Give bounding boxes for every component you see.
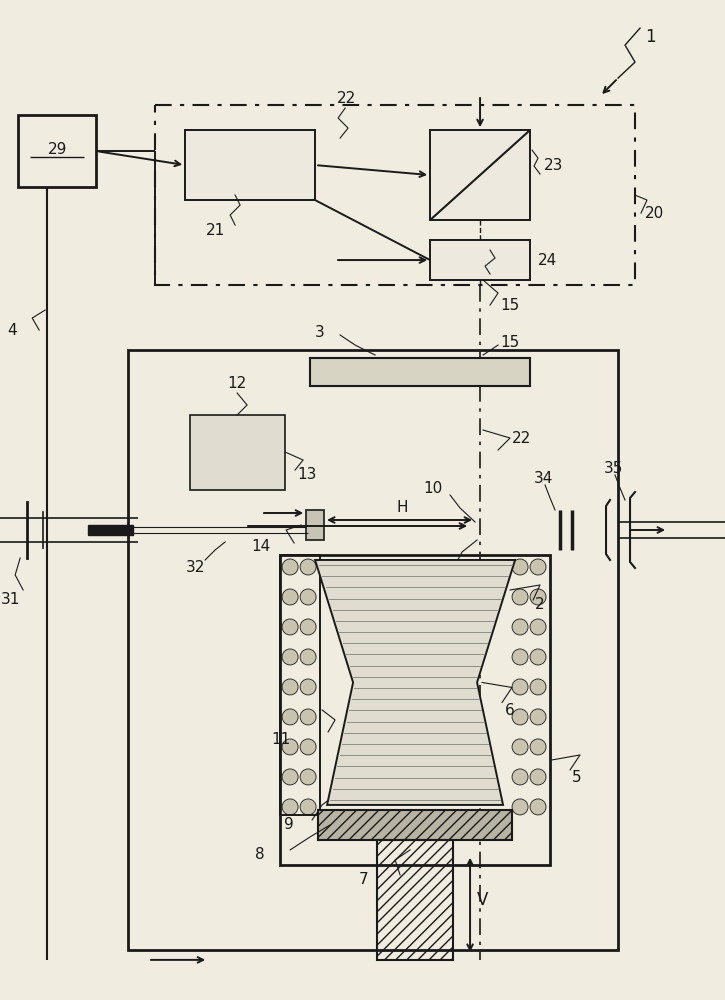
Text: 5: 5 [572,770,581,785]
Text: 31: 31 [1,592,20,607]
Text: 29: 29 [47,142,67,157]
Circle shape [300,739,316,755]
Circle shape [530,649,546,665]
Circle shape [282,799,298,815]
Bar [306,510,324,540]
Circle shape [512,679,528,695]
Circle shape [512,619,528,635]
Circle shape [282,619,298,635]
Circle shape [530,559,546,575]
Text: 9: 9 [284,817,294,832]
Text: 22: 22 [512,431,531,446]
Circle shape [282,769,298,785]
Bar [280,555,550,865]
Text: 13: 13 [297,467,317,482]
Text: H: H [397,500,408,515]
Bar [18,115,96,187]
Polygon shape [88,525,133,535]
Circle shape [282,709,298,725]
Text: V: V [477,891,489,909]
Circle shape [300,679,316,695]
Circle shape [300,589,316,605]
Circle shape [530,589,546,605]
Circle shape [512,649,528,665]
Circle shape [530,739,546,755]
Circle shape [282,739,298,755]
Text: 10: 10 [423,481,442,496]
Circle shape [282,589,298,605]
Text: 20: 20 [645,206,664,221]
Text: 23: 23 [544,158,563,173]
Polygon shape [315,560,515,805]
Bar [310,358,530,386]
Text: 6: 6 [505,703,515,718]
Circle shape [300,619,316,635]
Text: 33: 33 [426,564,445,579]
Text: 15: 15 [500,298,519,313]
Circle shape [300,799,316,815]
Text: 12: 12 [228,376,247,391]
Text: 7: 7 [358,872,368,887]
Circle shape [282,649,298,665]
Bar [128,350,618,950]
Circle shape [512,769,528,785]
Text: 34: 34 [534,471,552,486]
Bar [190,415,285,490]
Circle shape [282,559,298,575]
Circle shape [300,769,316,785]
Circle shape [512,559,528,575]
Circle shape [530,619,546,635]
Bar [280,555,320,815]
Text: 15: 15 [500,335,519,350]
Text: 11: 11 [271,732,290,747]
Text: 22: 22 [336,91,356,106]
Bar [155,105,635,285]
Circle shape [300,709,316,725]
Circle shape [282,679,298,695]
Circle shape [530,769,546,785]
Text: 14: 14 [252,539,270,554]
Circle shape [512,739,528,755]
Bar [318,810,512,840]
Text: 4: 4 [7,323,17,338]
Circle shape [512,589,528,605]
Circle shape [530,799,546,815]
Circle shape [300,649,316,665]
Circle shape [512,709,528,725]
Text: 3: 3 [315,325,325,340]
Text: 32: 32 [186,560,205,575]
Text: 8: 8 [255,847,265,862]
Bar [185,130,315,200]
Circle shape [530,679,546,695]
Text: 1: 1 [645,28,655,46]
Circle shape [300,559,316,575]
Text: 2: 2 [535,597,544,612]
Text: 24: 24 [538,253,558,268]
Bar [377,840,453,960]
Bar [430,130,530,220]
Circle shape [530,709,546,725]
Text: 21: 21 [205,223,225,238]
Text: 35: 35 [603,461,623,476]
Bar [430,240,530,280]
Circle shape [512,799,528,815]
